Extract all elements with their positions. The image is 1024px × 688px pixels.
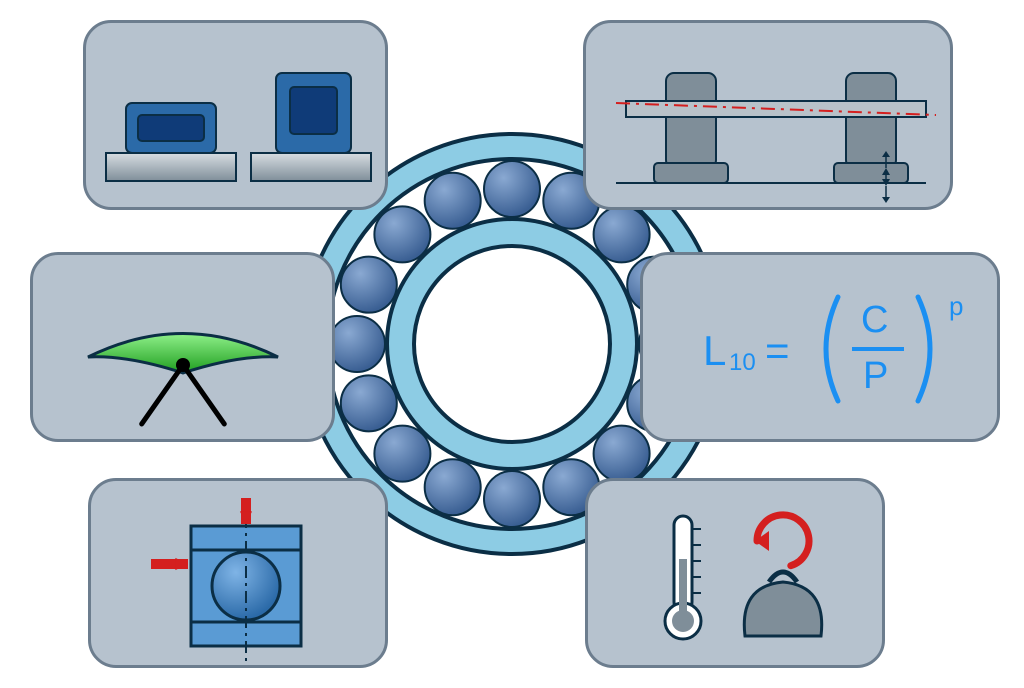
card-operating-conditions <box>585 478 885 668</box>
formula-P: P <box>863 355 888 398</box>
formula-L: L <box>703 327 726 375</box>
formula-C: C <box>861 299 888 342</box>
card-life-formula: L10 = CPp <box>640 252 1000 442</box>
formula-sub10: 10 <box>729 349 756 377</box>
formula-eq: = <box>765 327 790 375</box>
formula-exp-p: p <box>949 291 963 322</box>
card-speed-gauge <box>30 252 335 442</box>
card-bearing-types <box>83 20 388 210</box>
card-loads <box>88 478 388 668</box>
formula-container: L10 = CPp <box>643 255 997 439</box>
card-alignment <box>583 20 953 210</box>
